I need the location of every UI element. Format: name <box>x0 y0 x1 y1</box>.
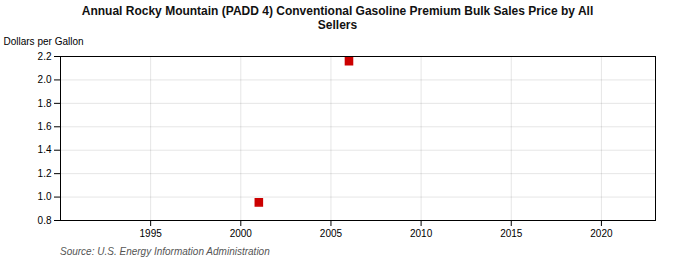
html-text:Source: U.S. Energy Informatio: Source: U.S. Energy Information Administ… <box>60 246 270 257</box>
svg-text:1.8: 1.8 <box>38 98 52 109</box>
svg-text:1.4: 1.4 <box>38 144 52 155</box>
svg-text:0.8: 0.8 <box>38 215 52 226</box>
svg-text:1.2: 1.2 <box>38 168 52 179</box>
html-text:Annual Rocky Mountain (PADD 4): Annual Rocky Mountain (PADD 4) Conventio… <box>81 4 594 32</box>
svg-text:1995: 1995 <box>140 228 163 239</box>
svg-text:2.0: 2.0 <box>38 74 52 85</box>
svg-text:2015: 2015 <box>500 228 523 239</box>
svg-text:2020: 2020 <box>590 228 613 239</box>
svg-text:2010: 2010 <box>410 228 433 239</box>
svg-text:2.2: 2.2 <box>38 51 52 62</box>
svg-text:1.6: 1.6 <box>38 121 52 132</box>
svg-text:2005: 2005 <box>320 228 343 239</box>
svg-text:2000: 2000 <box>230 228 253 239</box>
svg-text:Dollars per Gallon: Dollars per Gallon <box>4 36 84 47</box>
svg-text:1.0: 1.0 <box>38 191 52 202</box>
